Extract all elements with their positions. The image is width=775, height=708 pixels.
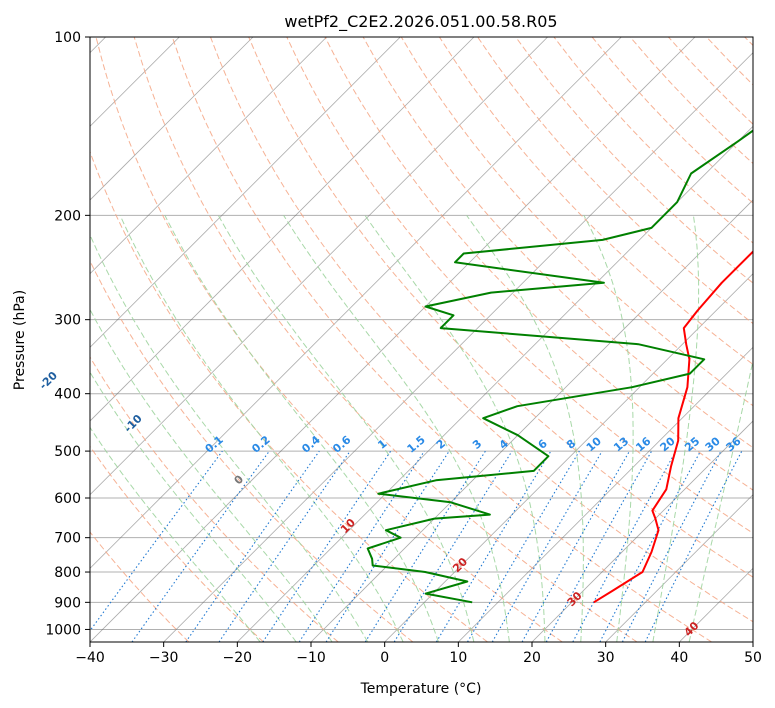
dry-adiabat-line [286, 37, 753, 534]
mixing-ratio-line [572, 450, 677, 642]
y-tick-label: 800 [54, 565, 81, 581]
isotherm-line [531, 420, 753, 642]
isotherm-line [90, 37, 548, 496]
x-tick-label: −20 [223, 650, 253, 666]
dry-adiabat-line [95, 37, 563, 642]
dry-adiabat-line [133, 37, 638, 642]
mixing-ratio-line [262, 450, 392, 642]
mixing-ratio-line [644, 450, 743, 642]
moist-adiabat-line [217, 215, 475, 642]
chart-title: wetPf2_C2E2.2026.051.00.58.R05 [284, 12, 557, 32]
moist-adiabat-line [652, 215, 700, 642]
moist-adiabat-line [364, 215, 546, 642]
mixing-ratio-line [435, 450, 552, 642]
mixing-ratio-line [131, 450, 270, 642]
isotherm-line [384, 273, 753, 642]
x-tick-label: 0 [380, 650, 389, 666]
moist-adiabat-line [688, 358, 753, 642]
background-lines [90, 37, 753, 642]
dry-adiabat-line [90, 445, 264, 642]
isotherm-line [90, 37, 475, 422]
mixing-ratio-line [599, 450, 701, 642]
isotherm-line [163, 52, 753, 642]
x-tick-label: 50 [744, 650, 762, 666]
mixing-ratio-line [185, 450, 320, 642]
mixing-ratio-line [90, 450, 223, 632]
y-tick-label: 300 [54, 313, 81, 329]
y-tick-label: 200 [54, 208, 81, 224]
y-axis-label: Pressure (hPa) [12, 290, 28, 390]
dry-adiabat-line [90, 150, 488, 642]
x-tick-label: 20 [523, 650, 541, 666]
mixing-ratio-line [298, 450, 425, 642]
y-tick-label: 900 [54, 595, 81, 611]
y-tick-label: 1000 [45, 622, 81, 638]
y-tick-label: 700 [54, 531, 81, 547]
mixing-ratio-line [218, 450, 351, 642]
mixing-ratio-line [621, 450, 722, 642]
moist-adiabat-line [90, 233, 369, 642]
y-tick-label: 100 [54, 30, 81, 46]
dry-adiabat-line [248, 37, 753, 578]
y-tick-label: 500 [54, 444, 81, 460]
isotherm-line [90, 37, 622, 569]
dry-adiabat-line [438, 37, 753, 366]
dry-adiabat-line [515, 37, 753, 284]
x-tick-label: −30 [149, 650, 179, 666]
dry-adiabat-line [400, 37, 753, 407]
y-axis-ticks: 100 200 300 400 500 600 700 800 900 1000 [45, 30, 90, 638]
isotherm-line [90, 37, 401, 348]
dry-adiabat-line [90, 259, 414, 642]
dry-adiabat-line [171, 37, 712, 642]
isotherm-line [605, 494, 753, 642]
dry-adiabat-line [90, 531, 190, 642]
x-tick-label: 30 [597, 650, 615, 666]
dry-adiabat-line [90, 356, 339, 642]
isotherm-line [90, 37, 696, 642]
dry-adiabat-line [210, 37, 753, 623]
y-tick-label: 400 [54, 387, 81, 403]
y-tick-label: 600 [54, 491, 81, 507]
mixing-ratio-line [467, 450, 580, 642]
isotherm-line [458, 346, 753, 642]
x-tick-label: 10 [449, 650, 467, 666]
moist-adiabat-line [283, 215, 510, 642]
x-axis-ticks: −40 −30 −20 −10 0 10 20 30 40 50 [75, 642, 762, 666]
x-tick-label: −40 [75, 650, 105, 666]
mixing-ratio-line [325, 450, 450, 642]
profile-series [366, 129, 753, 604]
mixing-ratio-line [491, 450, 603, 642]
dewpoint-profile-line [366, 129, 753, 604]
isotherm-line [90, 37, 327, 275]
x-tick-label: −10 [296, 650, 326, 666]
moist-adiabat-line [466, 215, 584, 642]
moist-adiabat-line [90, 426, 261, 642]
moist-adiabat-line [164, 215, 439, 642]
moist-adiabat-line [583, 215, 634, 642]
moist-adiabat-line [90, 308, 333, 642]
mixing-ratio-line [545, 450, 653, 642]
moist-adiabat-line [90, 371, 297, 642]
plot-frame [89, 36, 754, 643]
x-axis-label: Temperature (°C) [360, 681, 482, 697]
x-tick-label: 40 [670, 650, 688, 666]
isotherm-line [90, 37, 254, 201]
moist-adiabat-line [119, 215, 404, 642]
